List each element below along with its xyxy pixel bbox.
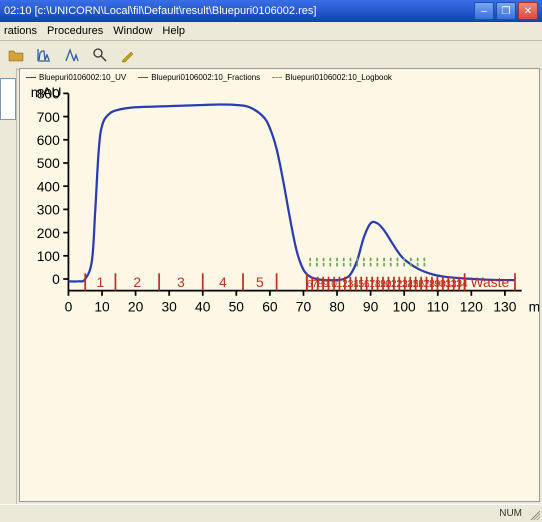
y-tick-label: 0 [52,271,60,287]
resize-grip-icon[interactable] [528,508,540,520]
x-tick-label: 60 [262,298,278,314]
y-unit-label: mAU [31,84,62,100]
legend-item: Bluepuri0106002:10_Fractions [138,73,260,82]
x-tick-label: 110 [427,298,449,314]
legend-label: Bluepuri0106002:10_UV [39,73,126,82]
x-tick-label: 90 [363,298,379,314]
y-tick-label: 200 [37,225,60,241]
window-title: 02:10 [c:\UNICORN\Local\fil\Default\resu… [4,5,474,17]
x-tick-label: 130 [493,298,516,314]
menu-operations[interactable]: rations [4,25,37,37]
y-tick-label: 700 [37,109,60,125]
fraction-waste-label: Waste [470,274,509,290]
x-tick-label: 20 [128,298,144,314]
x-tick-label: 100 [393,298,416,314]
y-tick-label: 400 [37,178,60,194]
menu-window[interactable]: Window [113,25,152,37]
edit-icon[interactable] [116,43,140,67]
x-tick-label: 80 [329,298,345,314]
y-tick-label: 600 [37,132,60,148]
window-buttons: – ❐ ✕ [474,2,538,20]
fraction-label: 2 [133,274,141,290]
peak-icon[interactable] [60,43,84,67]
legend-label: Bluepuri0106002:10_Fractions [151,73,260,82]
menu-help[interactable]: Help [162,25,185,37]
fraction-label: 34 [456,279,468,290]
y-tick-label: 300 [37,202,60,218]
x-tick-label: 30 [161,298,177,314]
legend-item: Bluepuri0106002:10_Logbook [272,73,392,82]
menu-procedures[interactable]: Procedures [47,25,103,37]
y-tick-label: 500 [37,155,60,171]
x-tick-label: 0 [65,298,73,314]
x-tick-label: 50 [229,298,245,314]
app-window: 02:10 [c:\UNICORN\Local\fil\Default\resu… [0,0,542,522]
legend-swatch [26,77,36,78]
legend-swatch [138,77,148,78]
titlebar: 02:10 [c:\UNICORN\Local\fil\Default\resu… [0,0,542,22]
open-icon[interactable] [4,43,28,67]
x-tick-label: 10 [94,298,110,314]
x-tick-label: 120 [460,298,483,314]
y-tick-label: 100 [37,248,60,264]
toolbar [0,41,542,70]
x-tick-label: 70 [296,298,312,314]
legend-item: Bluepuri0106002:10_UV [26,73,126,82]
statusbar: NUM [0,504,542,522]
x-unit-label: ml [529,298,539,314]
menubar: rations Procedures Window Help [0,22,542,41]
chromatogram-icon[interactable] [32,43,56,67]
fraction-label: 1 [96,274,104,290]
fraction-label: 3 [177,274,185,290]
maximize-button[interactable]: ❐ [496,2,516,20]
legend-label: Bluepuri0106002:10_Logbook [285,73,392,82]
side-panel [0,68,17,504]
zoom-icon[interactable] [88,43,112,67]
client-area: Bluepuri0106002:10_UV Bluepuri0106002:10_… [0,68,542,504]
fraction-label: 4 [219,274,227,290]
side-tab[interactable] [0,78,16,120]
legend-swatch [272,77,282,78]
x-tick-label: 40 [195,298,211,314]
fraction-label: 5 [256,274,264,290]
chart-area: Bluepuri0106002:10_UV Bluepuri0106002:10_… [19,68,540,502]
status-num: NUM [499,508,522,519]
chromatogram-plot[interactable]: 0100200300400500600700800mAU010203040506… [20,83,539,343]
close-button[interactable]: ✕ [518,2,538,20]
minimize-button[interactable]: – [474,2,494,20]
